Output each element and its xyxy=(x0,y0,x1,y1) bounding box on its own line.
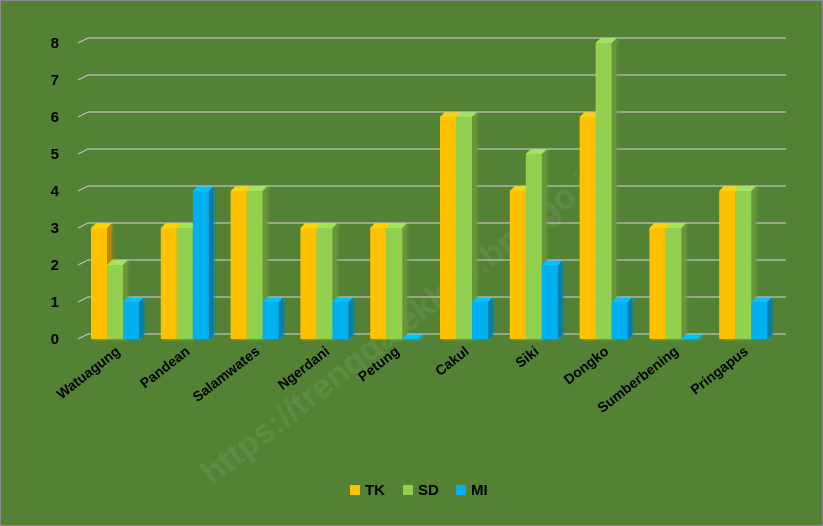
x-tick-label: Pringapus xyxy=(687,343,751,398)
legend-item-tk: TK xyxy=(350,482,385,499)
bar-sd xyxy=(595,38,617,339)
gridline-depth xyxy=(77,148,89,155)
y-tick-label: 3 xyxy=(51,220,59,237)
bar-mi xyxy=(402,334,423,340)
bar-mi xyxy=(681,334,702,340)
x-tick-label: Siki xyxy=(512,343,541,371)
legend-label: TK xyxy=(365,482,385,499)
bar-sd xyxy=(456,112,477,339)
legend-item-mi: MI xyxy=(456,482,488,499)
gridline-depth xyxy=(77,333,89,340)
y-tick-label: 5 xyxy=(51,146,59,163)
bar-mi xyxy=(332,297,353,339)
legend-item-sd: SD xyxy=(403,482,439,499)
gridline-depth xyxy=(77,111,89,118)
legend-swatch xyxy=(456,485,466,495)
x-tick-label: Dongko xyxy=(561,343,612,388)
gridline-depth xyxy=(77,222,89,229)
legend-label: SD xyxy=(418,482,439,499)
legend-label: MI xyxy=(471,482,488,499)
bar-mi xyxy=(192,186,214,339)
gridline-depth xyxy=(77,37,89,44)
bars xyxy=(91,38,772,340)
y-tick-label: 0 xyxy=(51,331,59,348)
bar-mi xyxy=(123,297,144,339)
bar-sd xyxy=(665,223,686,339)
bar-mi xyxy=(262,297,284,339)
bar-mi xyxy=(541,260,563,339)
x-tick-label: Watuagung xyxy=(53,343,122,402)
legend: TK SD MI xyxy=(350,482,488,499)
x-tick-label: Salamwates xyxy=(189,343,262,405)
y-tick-label: 2 xyxy=(51,257,59,274)
x-tick-label: Pandean xyxy=(137,343,193,392)
y-tick-label: 6 xyxy=(51,109,59,126)
y-tick-label: 8 xyxy=(51,35,59,52)
bar-sd xyxy=(386,223,407,339)
gridline-depth xyxy=(77,259,89,266)
gridline-depth xyxy=(77,74,89,81)
x-tick-label: Cakul xyxy=(432,343,472,379)
y-tick-label: 4 xyxy=(51,183,60,200)
y-axis-ticks: 0 1 2 3 4 5 6 7 8 xyxy=(51,35,60,348)
legend-swatch xyxy=(403,485,413,495)
bar-mi xyxy=(472,297,493,339)
y-tick-label: 1 xyxy=(51,294,59,311)
gridline-depth xyxy=(77,185,89,192)
y-tick-label: 7 xyxy=(51,72,59,89)
bar-mi xyxy=(751,297,772,339)
bar-mi xyxy=(611,297,633,339)
legend-swatch xyxy=(350,485,360,495)
gridline-depth xyxy=(77,296,89,303)
